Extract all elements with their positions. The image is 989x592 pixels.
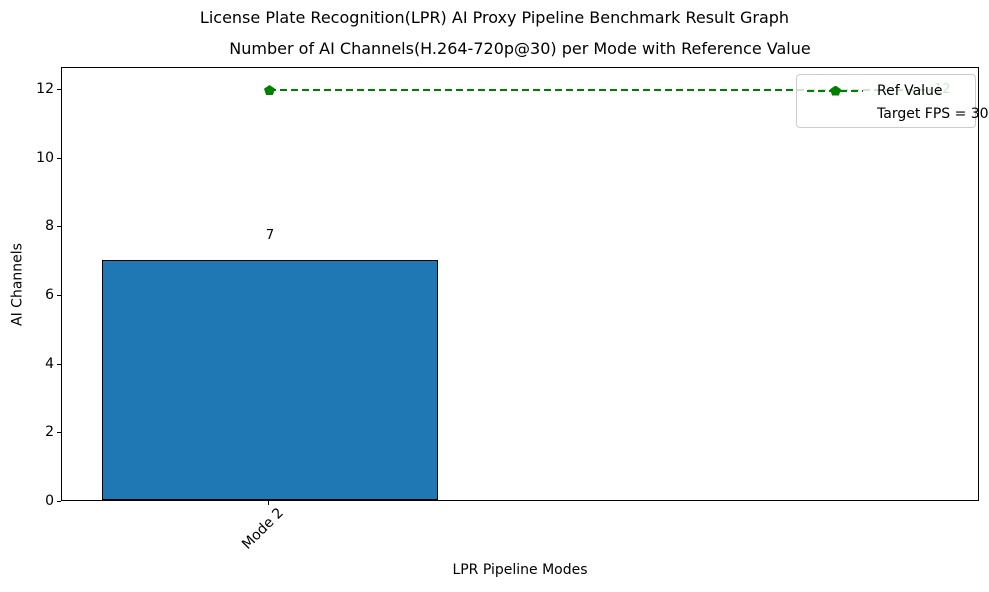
ytick-label-12: 12 [36, 81, 54, 97]
ytick-mark-0 [57, 501, 61, 502]
y-axis-label: AI Channels [9, 243, 26, 326]
ytick-label-4: 4 [45, 356, 54, 372]
ytick-mark-4 [57, 364, 61, 365]
ytick-label-6: 6 [45, 287, 54, 303]
ytick-mark-8 [57, 226, 61, 227]
ytick-mark-12 [57, 89, 61, 90]
xtick-label-mode-2: Mode 2 [239, 505, 288, 553]
ytick-label-2: 2 [45, 424, 54, 440]
pentagon-marker-icon [830, 85, 841, 96]
reference-line [269, 89, 931, 91]
x-axis-label: LPR Pipeline Modes [452, 562, 588, 578]
legend-entry-target-fps: Target FPS = 30 [807, 102, 989, 125]
legend: Ref Value Target FPS = 30 [796, 74, 989, 128]
legend-entry-ref-value: Ref Value [807, 79, 975, 102]
legend-label-target-fps: Target FPS = 30 [877, 105, 989, 122]
ytick-mark-10 [57, 158, 61, 159]
ytick-label-8: 8 [45, 218, 54, 234]
legend-label-ref-value: Ref Value [877, 82, 943, 99]
legend-ref-line-handle [807, 85, 869, 97]
ytick-label-0: 0 [45, 493, 54, 509]
bar-value-label: 7 [265, 228, 275, 243]
ytick-label-10: 10 [36, 150, 54, 166]
ytick-mark-6 [57, 295, 61, 296]
legend-empty-handle [807, 108, 869, 120]
plot-area: 7 12 Ref Value Target FPS = 30 [61, 67, 989, 501]
ytick-mark-2 [57, 432, 61, 433]
figure-title: License Plate Recognition(LPR) AI Proxy … [199, 8, 790, 27]
bar-mode-2 [102, 260, 438, 500]
axes-title: Number of AI Channels(H.264-720p@30) per… [229, 39, 811, 58]
pentagon-marker-icon [264, 85, 275, 95]
xtick-mark-mode-2 [268, 501, 269, 505]
